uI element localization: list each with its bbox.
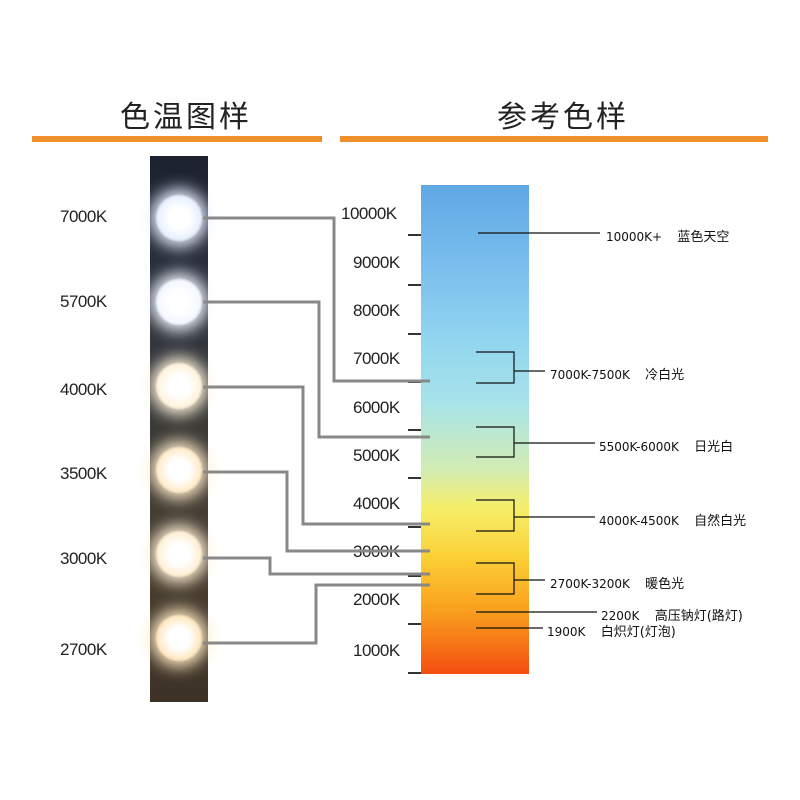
led-label-2700k: 2700K bbox=[60, 640, 107, 659]
led-5700k bbox=[155, 278, 203, 326]
annotation-name: 日光白 bbox=[694, 440, 734, 455]
range-bracket-warm bbox=[476, 562, 515, 595]
led-label-3500k: 3500K bbox=[60, 464, 107, 483]
annotation-range: 2700K-3200K bbox=[550, 577, 630, 591]
scale-tick bbox=[408, 333, 421, 335]
annotation-daylight: 5500K-6000K 日光白 bbox=[599, 436, 733, 455]
led-4000k bbox=[155, 362, 203, 410]
annotation-name: 白炽灯(灯泡) bbox=[600, 625, 676, 640]
range-bracket-natural-white bbox=[476, 499, 515, 532]
scale-label-9000k: 9000K bbox=[353, 253, 400, 272]
range-bracket-daylight bbox=[476, 426, 515, 458]
connector-5700k bbox=[203, 300, 430, 439]
left-header: 色温图样 bbox=[120, 100, 252, 135]
annotation-range: 10000K+ bbox=[606, 230, 663, 244]
led-7000k bbox=[155, 194, 203, 242]
scale-label-1000k: 1000K bbox=[353, 641, 400, 660]
scale-label-6000k: 6000K bbox=[353, 398, 400, 417]
scale-label-5000k: 5000K bbox=[353, 446, 400, 465]
connector-7000k bbox=[203, 216, 430, 383]
connector-2700k bbox=[203, 583, 430, 645]
scale-tick bbox=[408, 575, 421, 577]
scale-label-8000k: 8000K bbox=[353, 301, 400, 320]
scale-tick bbox=[408, 234, 421, 236]
scale-tick bbox=[408, 284, 421, 286]
scale-label-10000k: 10000K bbox=[341, 204, 397, 223]
annotation-cool-white: 7000K-7500K 冷白光 bbox=[550, 364, 684, 383]
annotation-natural-white: 4000K-4500K 自然白光 bbox=[599, 510, 746, 529]
scale-tick bbox=[408, 429, 421, 431]
led-3000k bbox=[155, 530, 203, 578]
led-label-4000k: 4000K bbox=[60, 380, 107, 399]
annotation-range: 1900K bbox=[547, 625, 586, 639]
led-strip-photo bbox=[150, 156, 208, 702]
annotation-1900k: 1900K 白炽灯(灯泡) bbox=[547, 621, 676, 640]
right-header-rule bbox=[340, 136, 768, 142]
annotation-warm: 2700K-3200K 暖色光 bbox=[550, 573, 684, 592]
annotation-10000k: 10000K+ 蓝色天空 bbox=[606, 226, 729, 245]
annotation-name: 自然白光 bbox=[694, 514, 747, 529]
led-label-3000k: 3000K bbox=[60, 549, 107, 568]
annotation-name: 高压钠灯(路灯) bbox=[654, 609, 743, 624]
connector-4000k bbox=[203, 385, 430, 526]
annotation-name: 蓝色天空 bbox=[677, 230, 730, 245]
connector-3000k bbox=[203, 556, 430, 576]
scale-label-2000k: 2000K bbox=[353, 590, 400, 609]
annotation-range: 5500K-6000K bbox=[599, 440, 679, 454]
scale-tick bbox=[408, 672, 421, 674]
led-label-7000k: 7000K bbox=[60, 207, 107, 226]
annotation-range: 4000K-4500K bbox=[599, 514, 679, 528]
scale-tick bbox=[408, 623, 421, 625]
led-2700k bbox=[155, 614, 203, 662]
left-header-rule bbox=[32, 136, 322, 142]
scale-label-7000k: 7000K bbox=[353, 349, 400, 368]
color-temperature-scale-bar bbox=[421, 185, 529, 674]
scale-tick bbox=[408, 477, 421, 479]
led-label-5700k: 5700K bbox=[60, 292, 107, 311]
annotation-name: 暖色光 bbox=[645, 577, 685, 592]
annotation-range: 7000K-7500K bbox=[550, 368, 630, 382]
range-bracket-cool-white bbox=[476, 351, 515, 384]
right-header: 参考色样 bbox=[497, 100, 629, 135]
annotation-2200k: 2200K 高压钠灯(路灯) bbox=[601, 605, 743, 624]
scale-label-4000k: 4000K bbox=[353, 494, 400, 513]
scale-tick bbox=[408, 526, 421, 528]
connector-3500k bbox=[203, 470, 430, 553]
annotation-name: 冷白光 bbox=[645, 368, 685, 383]
led-3500k bbox=[155, 446, 203, 494]
annotation-range: 2200K bbox=[601, 609, 640, 623]
